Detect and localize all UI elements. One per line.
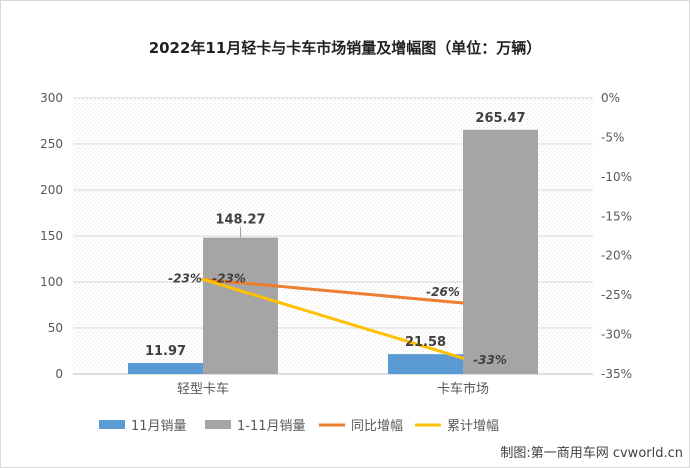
y-axis-tick-label: 200 <box>40 183 63 197</box>
line-data-label: -26% <box>426 285 460 299</box>
line-data-label: -23% <box>212 271 246 285</box>
bar-data-label: 11.97 <box>145 344 186 359</box>
y-axis-tick-label: 250 <box>40 137 63 151</box>
bar-monthly <box>128 362 203 374</box>
y2-axis-tick-label: 0% <box>601 91 620 105</box>
y-axis-tick-label: 150 <box>40 229 63 243</box>
y-axis-tick-label: 50 <box>48 321 63 335</box>
legend-label: 1-11月销量 <box>237 419 306 434</box>
legend: 11月销量 1-11月销量 同比增幅 累计增幅 <box>99 419 499 434</box>
x-axis-category-label: 轻型卡车 <box>177 381 229 397</box>
y-axis-tick-label: 100 <box>40 275 63 289</box>
y2-axis-tick-label: -35% <box>601 367 632 381</box>
line-data-label: -33% <box>473 353 507 367</box>
bar-cumulative <box>203 237 278 374</box>
bar-data-label: 265.47 <box>475 111 525 126</box>
legend-swatch <box>205 420 231 429</box>
y-axis-tick-label: 0 <box>55 367 63 381</box>
line-data-label: -23% <box>168 271 202 285</box>
legend-label: 同比增幅 <box>351 419 403 434</box>
bar-data-label: 148.27 <box>215 213 265 228</box>
y2-axis-tick-label: -10% <box>601 170 632 184</box>
bar-cumulative <box>463 129 538 374</box>
legend-label: 11月销量 <box>131 419 187 434</box>
bar-data-label: 21.58 <box>405 335 446 350</box>
legend-swatch <box>99 420 125 429</box>
y2-axis-tick-label: -25% <box>601 288 632 302</box>
y2-axis-tick-label: -30% <box>601 328 632 342</box>
chart-title: 2022年11月轻卡与卡车市场销量及增幅图（单位：万辆） <box>149 39 542 57</box>
y2-axis-tick-label: -15% <box>601 209 632 223</box>
y2-axis-tick-label: -5% <box>601 130 624 144</box>
line-series-yoy <box>201 277 465 305</box>
legend-label: 累计增幅 <box>447 419 499 434</box>
bar-monthly <box>388 354 463 374</box>
plot-area: 300 250 200 150 100 50 0 0% -5% -10% -15% -20% -25% -… <box>40 91 632 397</box>
y2-axis-tick-label: -20% <box>601 249 632 263</box>
y-axis-tick-label: 300 <box>40 91 63 105</box>
x-axis-category-label: 卡车市场 <box>437 381 489 397</box>
watermark-text: 制图:第一商用车网 cvworld.cn <box>500 445 683 461</box>
line-series-ytd <box>201 277 465 360</box>
